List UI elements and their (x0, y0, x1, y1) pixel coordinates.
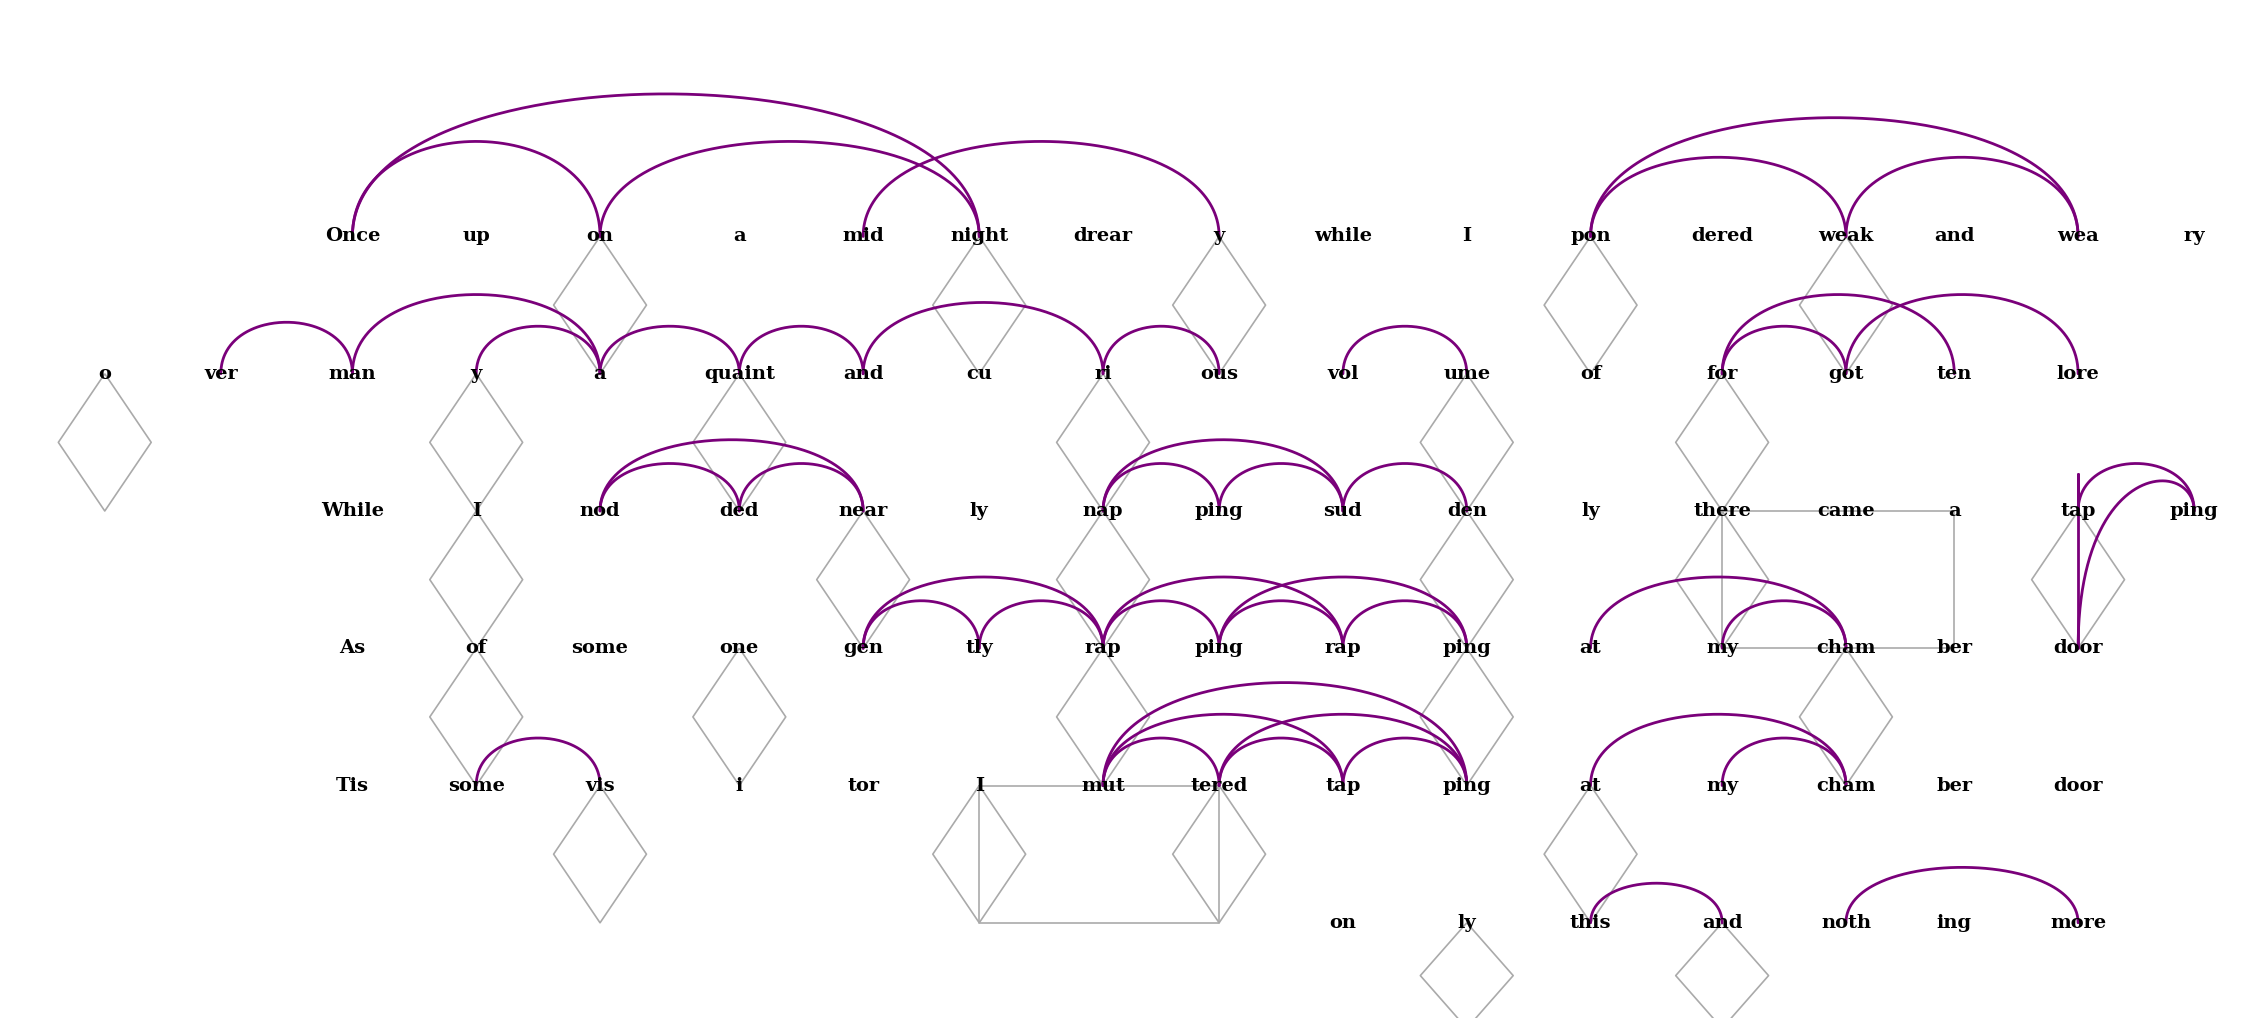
Text: my: my (1706, 777, 1737, 794)
Text: gen: gen (844, 640, 882, 657)
Text: ry: ry (2184, 228, 2204, 245)
Text: of: of (1581, 365, 1601, 382)
Text: pon: pon (1569, 228, 1610, 245)
Text: tap: tap (1325, 777, 1361, 794)
Text: for: for (1706, 365, 1737, 382)
Text: drear: drear (1073, 228, 1132, 245)
Text: near: near (839, 502, 887, 520)
Text: on: on (1329, 914, 1356, 932)
Text: vol: vol (1327, 365, 1359, 382)
Text: I: I (975, 777, 984, 794)
Text: ber: ber (1937, 777, 1973, 794)
Text: ping: ping (2170, 502, 2218, 520)
Text: ly: ly (1458, 914, 1476, 932)
Text: rap: rap (1325, 640, 1361, 657)
Text: there: there (1694, 502, 1751, 520)
Text: and: and (844, 365, 885, 382)
Text: and: and (1935, 228, 1975, 245)
Text: tor: tor (846, 777, 880, 794)
Text: while: while (1313, 228, 1372, 245)
Text: wea: wea (2057, 228, 2100, 245)
Text: ume: ume (1442, 365, 1490, 382)
Text: cu: cu (966, 365, 991, 382)
Text: ing: ing (1937, 914, 1971, 932)
Text: a: a (1948, 502, 1960, 520)
Text: ver: ver (204, 365, 238, 382)
Text: came: came (1817, 502, 1876, 520)
Text: While: While (320, 502, 383, 520)
Text: one: one (719, 640, 760, 657)
Text: tap: tap (2059, 502, 2096, 520)
Text: y: y (469, 365, 481, 382)
Text: ded: ded (719, 502, 760, 520)
Text: man: man (329, 365, 376, 382)
Text: I: I (1463, 228, 1472, 245)
Text: cham: cham (1817, 640, 1876, 657)
Text: tly: tly (966, 640, 993, 657)
Text: I: I (472, 502, 481, 520)
Text: Tis: Tis (336, 777, 370, 794)
Text: nod: nod (581, 502, 621, 520)
Text: ly: ly (1581, 502, 1599, 520)
Text: ri: ri (1093, 365, 1111, 382)
Text: up: up (463, 228, 490, 245)
Text: ber: ber (1937, 640, 1973, 657)
Text: dered: dered (1692, 228, 1753, 245)
Text: y: y (1213, 228, 1225, 245)
Text: ping: ping (1195, 502, 1243, 520)
Text: nap: nap (1082, 502, 1123, 520)
Text: Once: Once (324, 228, 381, 245)
Text: at: at (1581, 640, 1601, 657)
Text: door: door (2053, 640, 2102, 657)
Text: a: a (594, 365, 606, 382)
Text: rap: rap (1084, 640, 1120, 657)
Text: at: at (1581, 777, 1601, 794)
Text: noth: noth (1821, 914, 1871, 932)
Text: a: a (733, 228, 746, 245)
Text: o: o (98, 365, 111, 382)
Text: got: got (1828, 365, 1864, 382)
Text: sud: sud (1325, 502, 1363, 520)
Text: i: i (735, 777, 744, 794)
Text: ping: ping (1195, 640, 1243, 657)
Text: As: As (340, 640, 365, 657)
Text: of: of (465, 640, 488, 657)
Text: ten: ten (1937, 365, 1971, 382)
Text: on: on (587, 228, 615, 245)
Text: some: some (447, 777, 506, 794)
Text: ping: ping (1442, 640, 1490, 657)
Text: quaint: quaint (703, 365, 776, 382)
Text: vis: vis (585, 777, 615, 794)
Text: my: my (1706, 640, 1737, 657)
Text: this: this (1569, 914, 1610, 932)
Text: mut: mut (1082, 777, 1125, 794)
Text: some: some (572, 640, 628, 657)
Text: ping: ping (1442, 777, 1490, 794)
Text: ous: ous (1200, 365, 1238, 382)
Text: ly: ly (971, 502, 989, 520)
Text: den: den (1447, 502, 1488, 520)
Text: mid: mid (841, 228, 885, 245)
Text: and: and (1701, 914, 1742, 932)
Text: tered: tered (1191, 777, 1247, 794)
Text: more: more (2050, 914, 2107, 932)
Text: lore: lore (2057, 365, 2100, 382)
Text: door: door (2053, 777, 2102, 794)
Text: weak: weak (1819, 228, 1873, 245)
Text: cham: cham (1817, 777, 1876, 794)
Text: night: night (950, 228, 1009, 245)
